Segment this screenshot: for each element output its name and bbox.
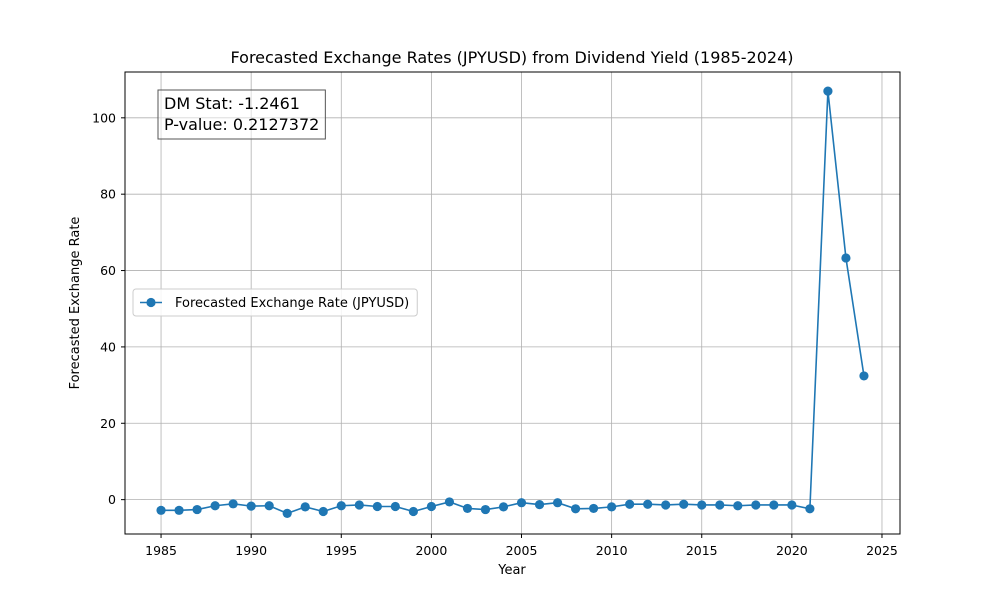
y-tick-label: 20 [100,416,116,431]
data-point [390,501,400,512]
dm-stat-text: DM Stat: -1.2461 [164,94,300,113]
data-point [769,500,779,510]
x-tick-label: 1995 [325,543,357,558]
legend-marker-swatch [146,297,156,308]
data-point [751,500,761,510]
series-line [161,90,865,515]
legend-box [132,288,418,317]
data-point [156,505,166,515]
data-point [679,499,689,509]
data-point [534,500,545,510]
x-tick-label: 2025 [866,543,898,558]
data-point [589,503,599,514]
data-point [192,504,202,515]
data-point [444,497,455,507]
data-point [697,500,707,510]
data-point [787,500,797,510]
data-point [354,500,364,510]
y-tick-label: 100 [92,110,116,125]
x-tick-label: 2010 [596,543,628,558]
data-point [516,498,527,508]
x-tick-label: 2005 [506,543,538,558]
x-axis-label: Year [497,563,526,578]
data-point [661,500,671,510]
data-point [805,504,815,514]
data-point [607,502,617,512]
data-point [228,499,238,509]
y-tick-label: 0 [108,492,116,507]
data-point [300,502,310,512]
p-value-text: P-value: 0.2127372 [164,115,319,134]
y-tick-label: 40 [100,339,116,354]
data-point [715,500,725,510]
data-point [733,501,743,511]
data-point [570,504,581,514]
x-tick-label: 2020 [776,543,808,558]
stat-box [157,89,326,140]
data-point [643,499,653,509]
legend: Forecasted Exchange Rate (JPYUSD) [132,288,418,317]
data-point [318,506,328,517]
x-tick-label: 1990 [235,543,267,558]
data-point [859,371,869,381]
data-point [174,505,184,515]
data-point [823,86,833,96]
data-point [552,498,563,508]
y-tick-label: 60 [100,263,116,278]
y-tick-label: 80 [100,187,116,202]
data-point [246,501,256,511]
data-point [282,508,292,518]
series-layer [156,86,869,518]
data-point [841,253,851,263]
data-point [408,506,418,517]
data-point [498,502,509,512]
x-tick-label: 2015 [686,543,718,558]
data-point [264,501,274,511]
data-point [372,501,382,512]
axes-layer: 1985 1990 1995 2000 2005 2010 2015 2020 2025 0 20 4… [92,71,901,558]
x-tick-label: 2000 [415,543,447,558]
data-point [426,501,436,512]
plot-frame [124,71,901,535]
legend-entry-label: Forecasted Exchange Rate (JPYUSD) [175,296,409,311]
y-axis-label: Forecasted Exchange Rate [68,217,83,390]
x-tick-label: 1985 [145,543,177,558]
data-point [480,504,491,515]
data-point [462,503,473,514]
stat-annotation: DM Stat: -1.2461 P-value: 0.2127372 [157,89,326,140]
data-point [210,501,220,511]
chart-title: Forecasted Exchange Rates (JPYUSD) from … [231,48,794,67]
data-point [336,501,346,511]
data-point [625,499,635,509]
grid-layer [125,72,900,534]
